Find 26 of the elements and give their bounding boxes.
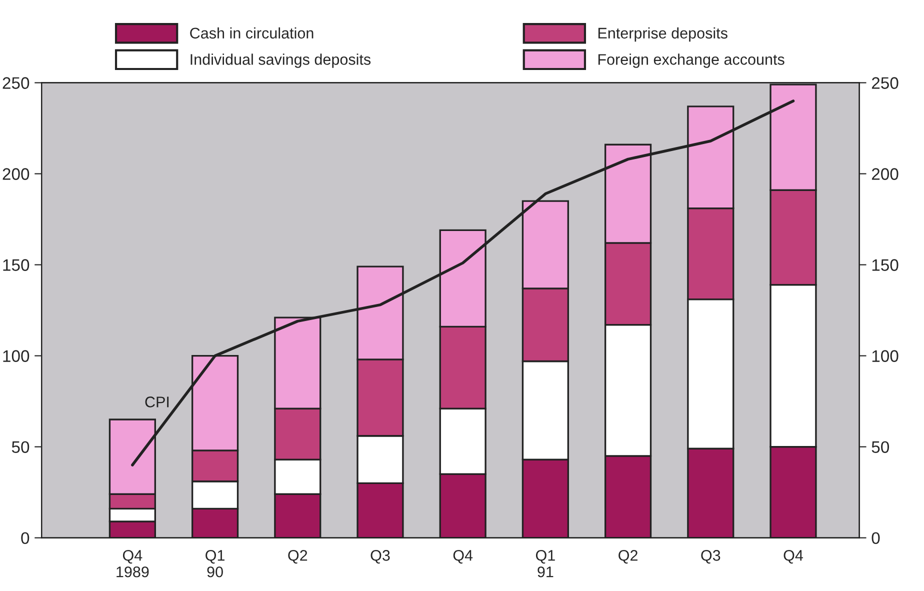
y-tick-label: 250 xyxy=(2,77,30,89)
y2-tick-label: 200 xyxy=(872,168,898,180)
y2-tick-label: 250 xyxy=(872,77,898,89)
legend-label: Individual savings deposits xyxy=(190,54,371,68)
x-tick-label: Q1 90 xyxy=(206,550,224,578)
x-tick-label: Q1 91 xyxy=(536,550,555,578)
y-tick-label: 50 xyxy=(12,441,30,453)
x-tick-label: Q2 xyxy=(618,550,638,564)
x-tick-label: Q3 xyxy=(370,550,390,564)
series-label: CPI xyxy=(145,396,169,408)
y2-tick-label: 150 xyxy=(872,259,898,271)
y-tick-label: 150 xyxy=(3,259,30,271)
y2-tick-label: 100 xyxy=(872,350,898,362)
legend-label: Foreign exchange accounts xyxy=(598,54,784,68)
x-tick-label: Q4 xyxy=(784,550,803,564)
legend-label: Enterprise deposits xyxy=(598,27,728,42)
y2-tick-label: 0 xyxy=(872,532,880,544)
x-tick-label: Q2 xyxy=(288,550,308,564)
x-tick-label: Q4 xyxy=(453,550,473,564)
y-tick-label: 0 xyxy=(21,532,30,544)
legend-label: Cash in circulation xyxy=(190,27,314,39)
y2-tick-label: 50 xyxy=(872,441,890,453)
x-tick-label: Q4 1989 xyxy=(116,550,149,578)
x-tick-label: Q3 xyxy=(701,550,720,564)
y-tick-label: 200 xyxy=(2,168,30,180)
y-tick-label: 100 xyxy=(3,350,30,362)
